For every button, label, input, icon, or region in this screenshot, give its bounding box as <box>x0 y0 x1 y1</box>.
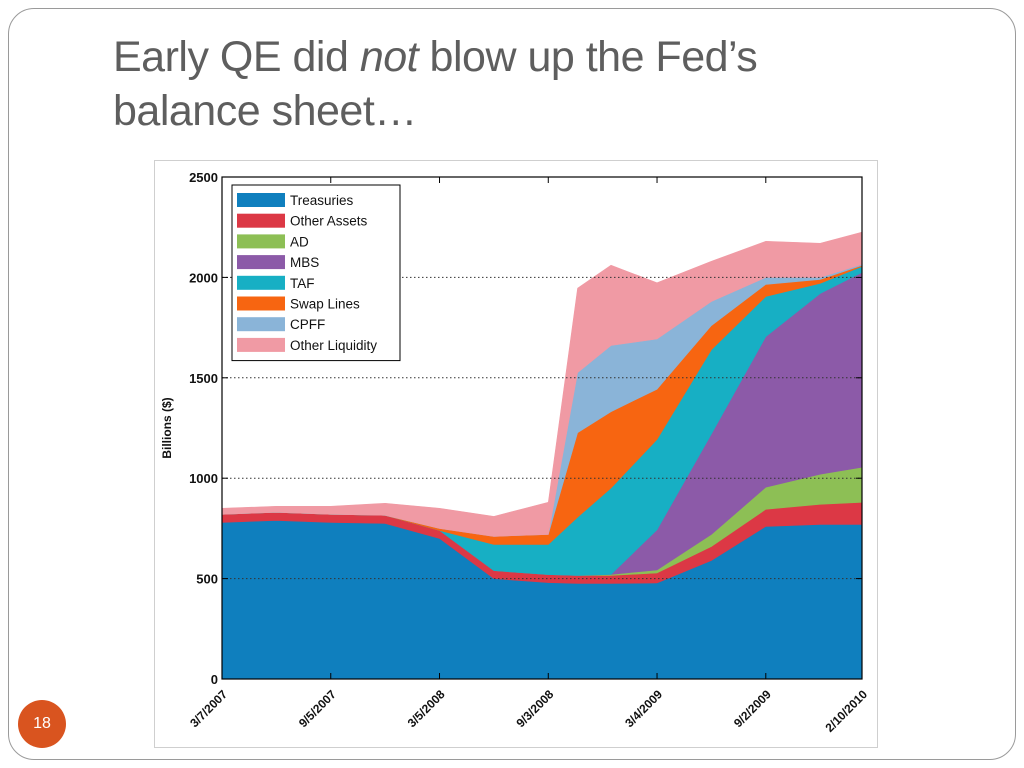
plot-border <box>221 176 863 680</box>
legend-label-cpff: CPFF <box>290 317 325 332</box>
page-number: 18 <box>33 715 51 732</box>
legend-swatch-cpff <box>237 317 285 332</box>
legend-label-swap-lines: Swap Lines <box>290 297 360 312</box>
legend-swatch-ad <box>237 234 285 249</box>
legend-label-mbs: MBS <box>290 255 319 270</box>
x-tick-label: 3/5/2008 <box>405 687 448 730</box>
legend-swatch-swap-lines <box>237 296 285 311</box>
legend-swatch-mbs <box>237 255 285 270</box>
legend-label-other-assets: Other Assets <box>290 214 368 229</box>
y-tick-label: 1000 <box>189 471 218 486</box>
stacked-area-chart: 0 500 1000 1500 2000 2500 3/7/2007 9/5/2007 3/5/… <box>160 170 870 735</box>
x-tick-label: 3/7/2007 <box>187 687 230 730</box>
legend-swatch-taf <box>237 275 285 290</box>
legend: Treasuries Other Assets AD MBS TAF Swap Lines… <box>231 184 401 362</box>
y-tick-label: 2500 <box>189 170 218 185</box>
slide-title: Early QE did not blow up the Fed’s balan… <box>113 30 913 138</box>
title-text-end: blow up the Fed’s balance sheet… <box>113 33 758 135</box>
chart-container: 0 500 1000 1500 2000 2500 3/7/2007 9/5/2007 3/5/… <box>154 160 878 748</box>
title-emphasis: not <box>359 33 419 81</box>
y-tick-label: 0 <box>211 672 218 687</box>
x-tick-label: 9/3/2008 <box>513 687 556 730</box>
y-axis-label: Billions ($) <box>160 397 174 458</box>
y-tick-label: 2000 <box>189 270 218 285</box>
legend-label-ad: AD <box>290 234 309 249</box>
x-tick-label: 9/5/2007 <box>296 687 339 730</box>
y-tick-label: 1500 <box>189 371 218 386</box>
page-number-badge: 18 <box>18 700 66 748</box>
legend-swatch-other-assets <box>237 213 285 228</box>
title-text-start: Early QE did <box>113 33 360 81</box>
legend-label-treasuries: Treasuries <box>290 193 354 208</box>
x-tick-label: 2/10/2010 <box>822 687 870 735</box>
x-tick-label: 3/4/2009 <box>622 687 665 730</box>
legend-label-taf: TAF <box>290 276 315 291</box>
y-tick-label: 500 <box>196 572 218 587</box>
legend-label-other-liquidity: Other Liquidity <box>290 338 377 353</box>
legend-box <box>231 184 401 362</box>
legend-swatch-other-liquidity <box>237 337 285 352</box>
x-tick-label: 9/2/2009 <box>731 687 774 730</box>
legend-swatch-treasuries <box>237 193 285 207</box>
